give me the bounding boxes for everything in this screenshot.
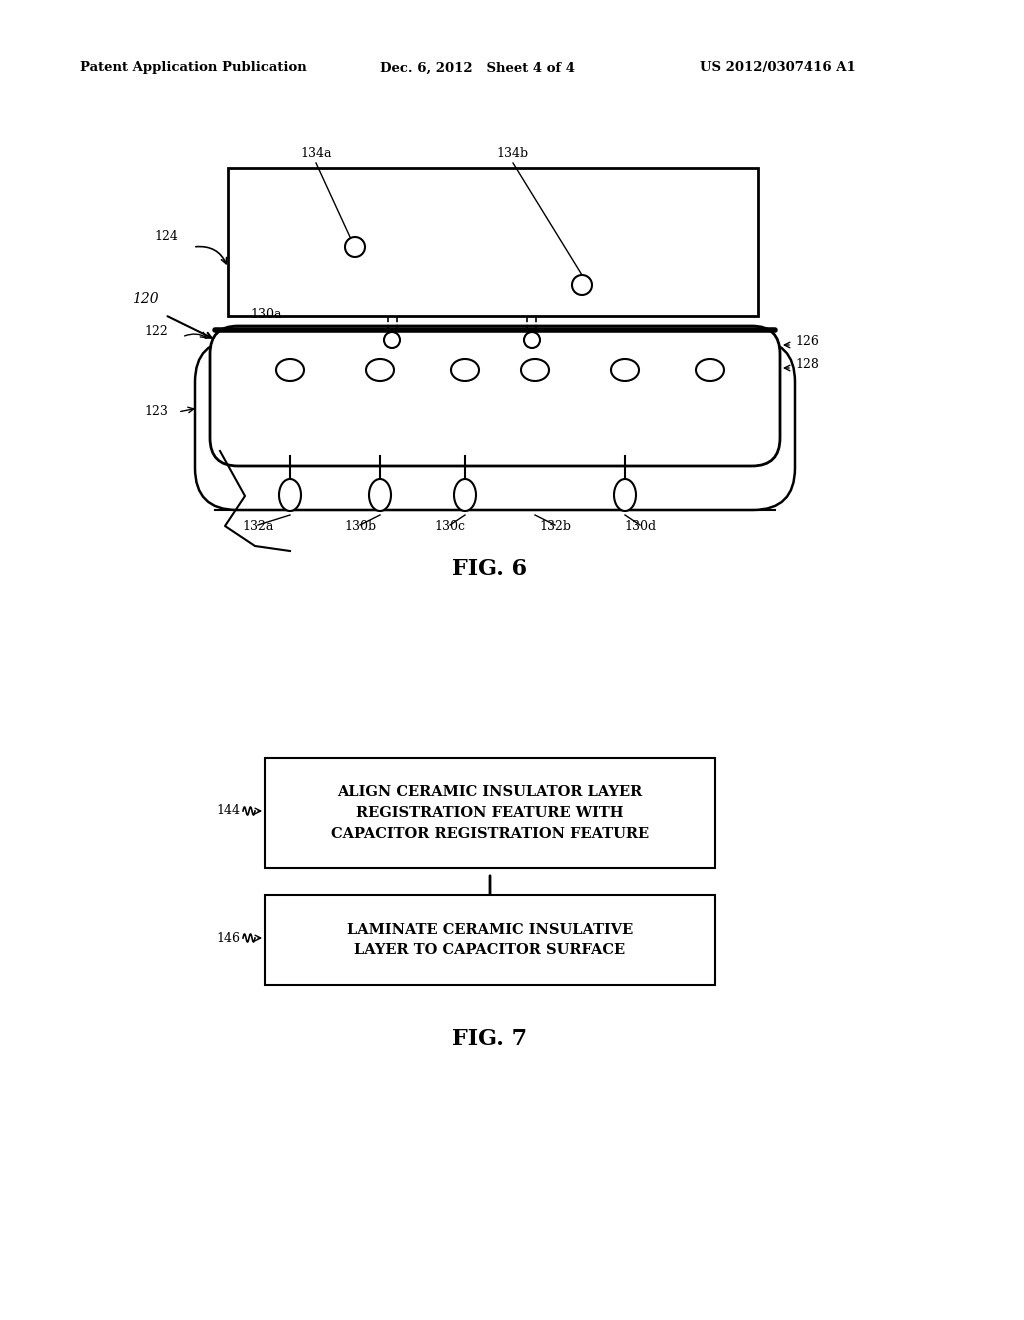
- Ellipse shape: [454, 479, 476, 511]
- Ellipse shape: [614, 479, 636, 511]
- Text: FIG. 7: FIG. 7: [453, 1028, 527, 1049]
- Ellipse shape: [279, 479, 301, 511]
- Text: US 2012/0307416 A1: US 2012/0307416 A1: [700, 62, 856, 74]
- Text: 146: 146: [216, 932, 240, 945]
- FancyBboxPatch shape: [210, 326, 780, 466]
- Text: 122: 122: [144, 325, 168, 338]
- Ellipse shape: [451, 359, 479, 381]
- Circle shape: [524, 333, 540, 348]
- Text: 132b: 132b: [539, 520, 571, 533]
- Text: ALIGN CERAMIC INSULATOR LAYER
REGISTRATION FEATURE WITH
CAPACITOR REGISTRATION F: ALIGN CERAMIC INSULATOR LAYER REGISTRATI…: [331, 785, 649, 841]
- Text: 123: 123: [144, 405, 168, 418]
- Text: 144: 144: [216, 804, 240, 817]
- Ellipse shape: [696, 359, 724, 381]
- Text: 130d: 130d: [624, 520, 656, 533]
- Ellipse shape: [276, 359, 304, 381]
- Text: 134a: 134a: [300, 147, 332, 160]
- Circle shape: [345, 238, 365, 257]
- Text: 126: 126: [795, 335, 819, 348]
- Text: 130b: 130b: [344, 520, 376, 533]
- Text: Patent Application Publication: Patent Application Publication: [80, 62, 307, 74]
- Bar: [265, 758, 715, 869]
- Text: LAMINATE CERAMIC INSULATIVE
LAYER TO CAPACITOR SURFACE: LAMINATE CERAMIC INSULATIVE LAYER TO CAP…: [347, 923, 633, 957]
- Text: 128: 128: [795, 358, 819, 371]
- Text: 120: 120: [132, 292, 159, 306]
- Text: Dec. 6, 2012   Sheet 4 of 4: Dec. 6, 2012 Sheet 4 of 4: [380, 62, 575, 74]
- Text: 130c: 130c: [434, 520, 466, 533]
- Ellipse shape: [521, 359, 549, 381]
- Ellipse shape: [369, 479, 391, 511]
- Text: 134b: 134b: [497, 147, 529, 160]
- Text: FIG. 6: FIG. 6: [453, 558, 527, 579]
- Ellipse shape: [611, 359, 639, 381]
- Text: 130a: 130a: [250, 308, 282, 321]
- Bar: [228, 168, 758, 315]
- Text: 124: 124: [155, 230, 178, 243]
- Bar: [265, 895, 715, 985]
- Circle shape: [572, 275, 592, 294]
- Text: 132a: 132a: [243, 520, 273, 533]
- Circle shape: [384, 333, 400, 348]
- Ellipse shape: [366, 359, 394, 381]
